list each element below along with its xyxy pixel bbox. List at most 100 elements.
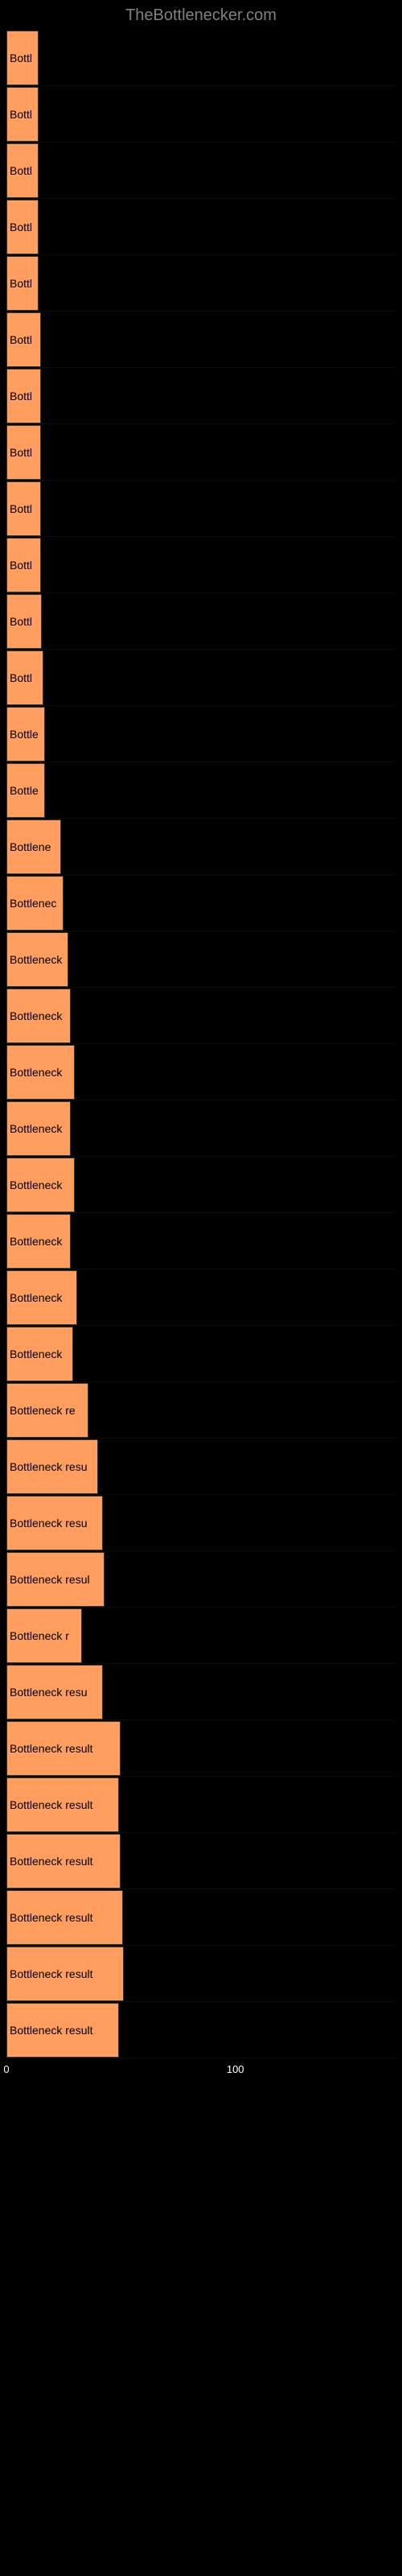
bar-label: Bottleneck result (7, 1742, 93, 1755)
chart-bar: Bottleneck (6, 1101, 71, 1156)
chart-row: Bottleneck resu (6, 1439, 396, 1495)
chart-row: Bottl (6, 650, 396, 706)
chart-bar: Bottleneck (6, 1327, 73, 1381)
chart-row: Bottleneck (6, 931, 396, 988)
chart-row: Bottleneck (6, 1269, 396, 1326)
x-axis: 0 100 (6, 2063, 396, 2086)
chart-bar: Bottle (6, 707, 45, 762)
chart-bar: Bottl (6, 256, 39, 311)
bar-value-label: 4 (109, 1573, 115, 1586)
bar-label: Bottleneck (7, 1122, 62, 1135)
chart-bar: Bottleneck (6, 1045, 75, 1100)
chart-row: Bottl (6, 199, 396, 255)
chart-bar: Bottleneck result51 (6, 1890, 123, 1945)
bar-label: Bottl (7, 221, 32, 233)
bar-label: Bottl (7, 277, 32, 290)
bottleneck-bar-chart: Bottl Bottl Bottl Bottl Bottl Bottl Bottl Bottl… (0, 30, 402, 2102)
bar-value-label: 51 (127, 1911, 140, 1924)
chart-bar: Bottl (6, 594, 42, 649)
chart-row: Bottl (6, 537, 396, 593)
chart-bar: Bottl (6, 87, 39, 142)
bar-label: Bottlene (7, 840, 51, 853)
bar-value-label: 42 (107, 1686, 120, 1699)
chart-bar: Bottleneck result50 (6, 1834, 121, 1889)
bar-label: Bottl (7, 52, 32, 64)
chart-bar: Bottleneck (6, 989, 71, 1043)
axis-tick: 0 (3, 2063, 9, 2075)
bar-label: Bottleneck result (7, 1855, 93, 1868)
bar-label: Bottl (7, 333, 32, 346)
bar-label: Bottleneck (7, 1009, 62, 1022)
bar-label: Bottl (7, 559, 32, 572)
site-title: TheBottlenecker.com (125, 6, 277, 24)
chart-row: Bottl (6, 481, 396, 537)
bar-label: Bottleneck r (7, 1629, 69, 1642)
bar-label: Bottleneck re (7, 1404, 76, 1417)
chart-bar: Bottleneck (6, 1270, 77, 1325)
chart-bar: Bottl (6, 143, 39, 198)
chart-row: Bottleneck r (6, 1608, 396, 1664)
chart-bar: Bottleneck resu42 (6, 1496, 103, 1550)
bar-label: Bottl (7, 615, 32, 628)
chart-row: Bottleneck result 50 (6, 1833, 396, 1889)
chart-bar: Bottleneck (6, 1214, 71, 1269)
bar-label: Bottle (7, 784, 39, 797)
bar-label: Bottleneck (7, 1066, 62, 1079)
chart-bar: Bottl (6, 538, 41, 592)
chart-bar: Bottl (6, 369, 41, 423)
bar-label: Bottl (7, 164, 32, 177)
bar-label: Bottleneck resul (7, 1573, 90, 1586)
bar-label: Bottle (7, 728, 39, 741)
chart-row: Bottleneck (6, 1213, 396, 1269)
chart-row: Bottl (6, 142, 396, 199)
chart-bar: Bottl (6, 650, 43, 705)
bar-label: Bottleneck (7, 953, 62, 966)
bar-label: Bottl (7, 502, 32, 515)
bar-label: Bottleneck result (7, 2024, 93, 2037)
chart-row: Bottl (6, 30, 396, 86)
chart-bar: Bottleneck result49 (6, 2003, 119, 2058)
bar-value-label: 51. (128, 1967, 143, 1980)
chart-row: Bottl (6, 593, 396, 650)
bar-label: Bottleneck result (7, 1798, 93, 1811)
chart-bar: Bottleneck (6, 932, 68, 987)
chart-row: Bottle (6, 706, 396, 762)
chart-row: Bottl (6, 312, 396, 368)
chart-row: Bottleneck resu 42 (6, 1664, 396, 1720)
chart-row: Bottleneck (6, 1100, 396, 1157)
bar-value-label: 50 (125, 1855, 137, 1868)
bar-value-label: 42 (107, 1517, 120, 1530)
chart-row: Bottleneck result49 (6, 1777, 396, 1833)
chart-bar: Bottleneck result50 (6, 1721, 121, 1776)
chart-row: Bottl (6, 86, 396, 142)
bar-label: Bottleneck (7, 1291, 62, 1304)
chart-row: Bottl (6, 255, 396, 312)
chart-row: Bottleneck (6, 1044, 396, 1100)
chart-bar: Bottl (6, 481, 41, 536)
chart-bar: Bottl (6, 31, 39, 85)
chart-row: Bottlene (6, 819, 396, 875)
chart-row: Bottl (6, 368, 396, 424)
bar-label: Bottleneck resu (7, 1460, 88, 1473)
chart-row: Bottleneck result51. (6, 1946, 396, 2002)
chart-row: Bottleneck (6, 988, 396, 1044)
bar-label: Bottleneck resu (7, 1686, 88, 1699)
chart-row: Bottleneck result49 (6, 2002, 396, 2058)
bar-label: Bottleneck resu (7, 1517, 88, 1530)
chart-bar: Bottl (6, 312, 41, 367)
chart-row: Bottl (6, 424, 396, 481)
bars-container: Bottl Bottl Bottl Bottl Bottl Bottl Bottl Bottl… (6, 30, 396, 2058)
bar-label: Bottleneck result (7, 1911, 93, 1924)
bar-label: Bottl (7, 108, 32, 121)
chart-bar: Bottl (6, 425, 41, 480)
chart-row: Bottlenec (6, 875, 396, 931)
chart-row: Bottleneck re (6, 1382, 396, 1439)
bar-label: Bottl (7, 671, 32, 684)
chart-bar: Bottl (6, 200, 39, 254)
chart-bar: Bottlene (6, 819, 61, 874)
axis-tick: 100 (227, 2063, 244, 2075)
chart-row: Bottleneck resul 4 (6, 1551, 396, 1608)
chart-bar: Bottleneck (6, 1158, 75, 1212)
bar-label: Bottl (7, 390, 32, 402)
chart-row: Bottleneck resu 42 (6, 1495, 396, 1551)
